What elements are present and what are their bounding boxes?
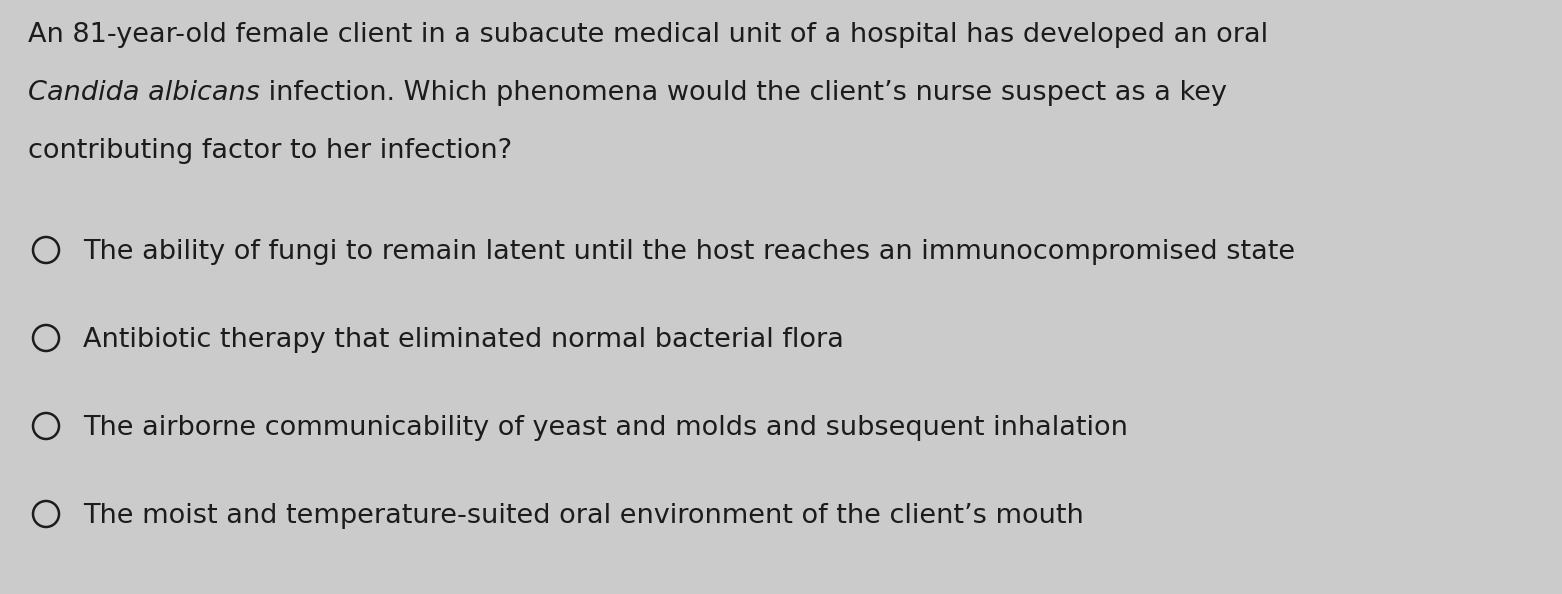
- Text: The ability of fungi to remain latent until the host reaches an immunocompromise: The ability of fungi to remain latent un…: [83, 239, 1295, 265]
- Text: Candida albicans: Candida albicans: [28, 80, 259, 106]
- Text: The airborne communicability of yeast and molds and subsequent inhalation: The airborne communicability of yeast an…: [83, 415, 1128, 441]
- Text: The moist and temperature-suited oral environment of the client’s mouth: The moist and temperature-suited oral en…: [83, 503, 1084, 529]
- Text: infection. Which phenomena would the client’s nurse suspect as a key: infection. Which phenomena would the cli…: [259, 80, 1226, 106]
- Text: Antibiotic therapy that eliminated normal bacterial flora: Antibiotic therapy that eliminated norma…: [83, 327, 843, 353]
- Text: contributing factor to her infection?: contributing factor to her infection?: [28, 138, 512, 164]
- Text: An 81-year-old female client in a subacute medical unit of a hospital has develo: An 81-year-old female client in a subacu…: [28, 22, 1268, 48]
